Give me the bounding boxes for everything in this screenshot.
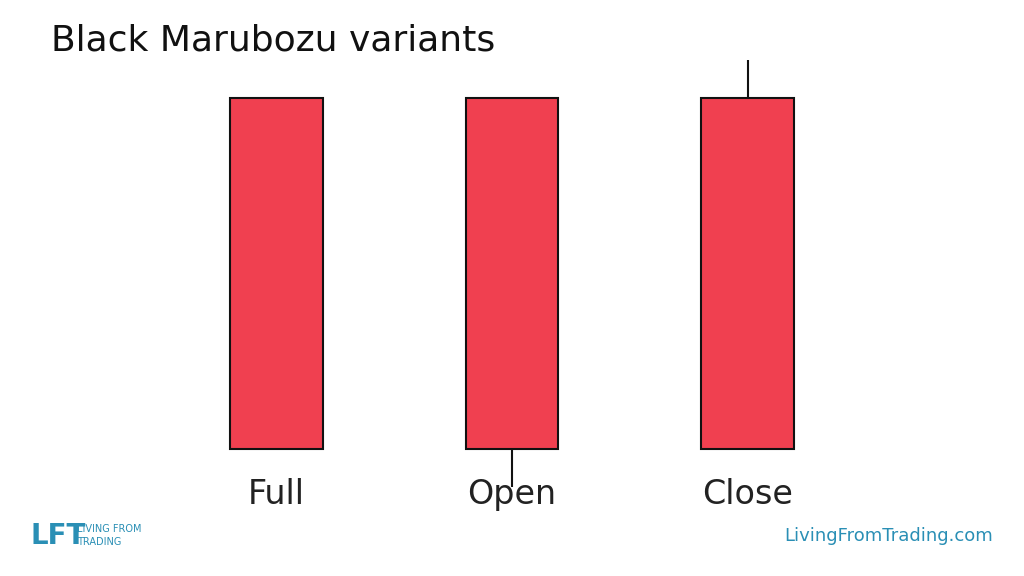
Text: LFT: LFT (31, 522, 86, 550)
Text: Black Marubozu variants: Black Marubozu variants (51, 23, 496, 57)
Bar (701, 98, 794, 449)
Text: LivingFromTrading.com: LivingFromTrading.com (784, 526, 993, 545)
Text: LIVING FROM
TRADING: LIVING FROM TRADING (77, 525, 141, 547)
Text: Open: Open (467, 478, 557, 511)
Text: Full: Full (248, 478, 305, 511)
Bar (230, 98, 323, 449)
Text: Close: Close (702, 478, 793, 511)
Bar (466, 98, 558, 449)
